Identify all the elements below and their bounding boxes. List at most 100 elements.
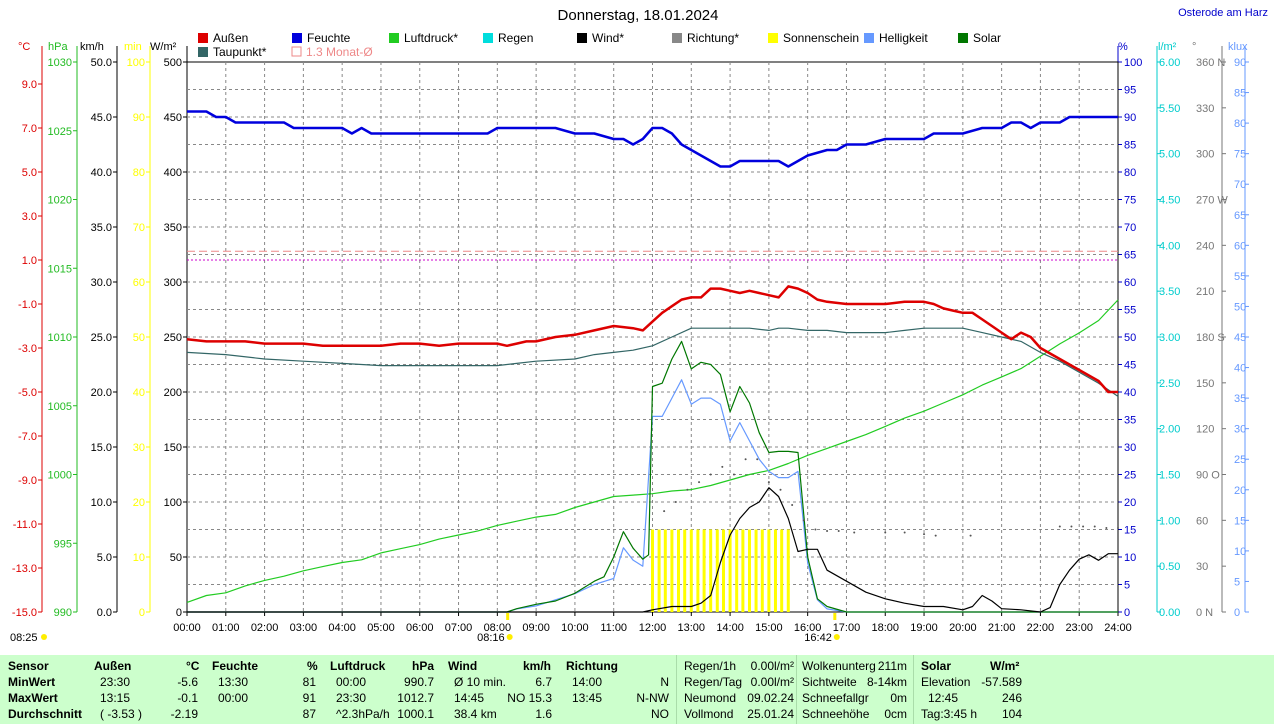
left-tick-label: 7.0 <box>22 123 37 135</box>
direction-point <box>853 531 856 534</box>
x-tick-label: 00:00 <box>173 622 201 634</box>
direction-point <box>756 458 759 461</box>
legend-swatch <box>291 46 302 57</box>
stat-regen-value: 0.00l/m² <box>750 659 794 673</box>
left-tick-label: -5.0 <box>18 387 37 399</box>
right-tick-label: 5 <box>1124 580 1130 592</box>
direction-point <box>744 458 747 461</box>
right-tick-label: 0 <box>1234 607 1240 619</box>
left-tick-label: 45.0 <box>91 112 112 124</box>
sunshine-bar <box>786 529 790 612</box>
left-axis-unit: hPa <box>48 41 68 53</box>
stat-aussen-time: 23:30 <box>100 675 131 689</box>
left-tick-label: 150 <box>164 442 182 454</box>
right-tick-label: 0 <box>1124 607 1130 619</box>
stat-feuchte-time: 00:00 <box>218 691 249 705</box>
sunshine-bar <box>721 529 725 612</box>
legend-swatch <box>198 47 208 57</box>
stat-wind-value: NO 15.3 <box>507 691 552 705</box>
right-tick-label: 90 <box>1124 112 1136 124</box>
right-tick-label: 80 <box>1234 118 1246 130</box>
direction-point <box>779 488 782 491</box>
left-tick-label: 200 <box>164 387 182 399</box>
sunshine-bar <box>767 529 771 612</box>
x-tick-label: 20:00 <box>949 622 977 634</box>
x-tick-label: 17:00 <box>833 622 861 634</box>
x-tick-label: 11:00 <box>600 622 627 634</box>
stats-header-richtung: Richtung <box>566 659 618 673</box>
stat-aussen-time: ( -3.53 ) <box>100 707 143 721</box>
left-tick-label: 9.0 <box>22 79 37 91</box>
right-tick-label: 20 <box>1124 497 1136 509</box>
right-tick-label: 60 <box>1124 277 1136 289</box>
stats-rowlabel: MinWert <box>8 675 56 689</box>
location-label: Osterode am Harz <box>1178 7 1268 19</box>
stat-luftdruck-value: 990.7 <box>403 675 434 689</box>
stat-regen-value: 0.00l/m² <box>750 675 794 689</box>
stat-wolken-value: 0cm <box>884 707 907 721</box>
right-tick-label: 4.00 <box>1159 240 1180 252</box>
legend-swatch <box>577 33 587 43</box>
sunshine-bar <box>709 529 713 612</box>
legend-swatch <box>198 33 208 43</box>
dawn-label: 08:25 <box>10 632 38 644</box>
series-layer <box>186 110 1119 613</box>
sunshine-bar <box>657 529 661 612</box>
left-tick-label: -9.0 <box>18 475 37 487</box>
right-tick-label: 2.50 <box>1159 378 1180 390</box>
sunshine-bar <box>728 529 732 612</box>
right-tick-label: 0.00 <box>1159 607 1180 619</box>
stat-wind-label: 38.4 km <box>454 707 497 721</box>
sunshine-bar <box>735 529 739 612</box>
direction-point <box>709 473 712 476</box>
series-helligkeit-line <box>187 379 1118 613</box>
right-tick-label: 10 <box>1234 546 1246 558</box>
right-tick-label: 45 <box>1234 332 1246 344</box>
legend-label: Sonnenschein <box>783 31 859 45</box>
stat-feuchte-value: 91 <box>302 691 316 705</box>
left-tick-label: 1005 <box>48 401 72 413</box>
right-tick-label: 45 <box>1124 360 1136 372</box>
stat-feuchte-value: 87 <box>302 707 316 721</box>
sunshine-bar <box>747 529 751 612</box>
stat-wolken-label: Schneehöhe <box>802 707 870 721</box>
series-wind-line <box>187 487 1118 613</box>
right-tick-label: 100 <box>1124 57 1142 69</box>
direction-point <box>903 531 906 534</box>
right-tick-label: 20 <box>1234 485 1246 497</box>
series-taupunkt-line <box>186 327 1119 397</box>
stat-richtung-value: N-NW <box>636 691 669 705</box>
left-axis-unit: W/m² <box>150 41 177 53</box>
x-tick-label: 14:00 <box>716 622 744 634</box>
stat-solar-label: 12:45 <box>928 691 959 705</box>
stats-separator <box>796 655 797 724</box>
stat-regen-value: 09.02.24 <box>747 691 794 705</box>
sunshine-bar <box>760 529 764 612</box>
left-tick-label: -15.0 <box>12 607 37 619</box>
right-tick-label: 300 <box>1196 149 1214 161</box>
x-tick-label: 03:00 <box>290 622 318 634</box>
left-tick-label: 0 <box>176 607 182 619</box>
right-tick-label: 80 <box>1124 167 1136 179</box>
right-tick-label: 3.00 <box>1159 332 1180 344</box>
right-tick-label: 40 <box>1124 387 1136 399</box>
right-tick-label: 15 <box>1234 515 1246 527</box>
dawn-icon <box>41 634 47 640</box>
series-außen-line <box>186 285 1118 394</box>
sun-marker <box>833 613 837 620</box>
right-axis-unit: ° <box>1192 41 1196 53</box>
stat-aussen-value: -0.1 <box>177 691 198 705</box>
direction-point <box>884 531 887 534</box>
left-tick-label: 1025 <box>48 126 72 138</box>
sunset-label: 16:42 <box>804 632 832 644</box>
stat-regen-label: Regen/Tag <box>684 675 743 689</box>
legend-swatch <box>672 33 682 43</box>
right-tick-label: 30 <box>1196 561 1208 573</box>
x-tick-label: 21:00 <box>988 622 1016 634</box>
direction-point <box>1058 525 1061 528</box>
legend-label: Regen <box>498 31 533 45</box>
right-axis-unit: l/m² <box>1158 41 1177 53</box>
stats-panel: Sensor MinWert MaxWert Durchschnitt Auße… <box>0 655 1274 724</box>
left-tick-label: 50.0 <box>91 57 112 69</box>
direction-point <box>721 465 724 468</box>
